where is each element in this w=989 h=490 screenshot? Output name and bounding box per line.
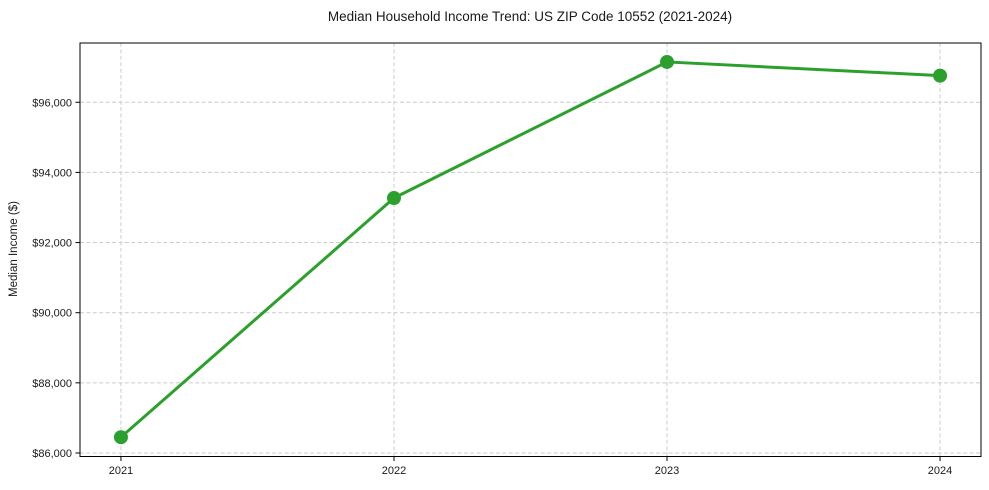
x-tick-label: 2021 — [109, 465, 133, 477]
axes-layer: 2021 2022 2023 2024 $86,000 $88,000 $90,000 $92… — [32, 42, 982, 477]
plot-border — [79, 42, 982, 457]
y-tick-label: $92,000 — [32, 238, 72, 250]
data-point-2024 — [933, 68, 948, 83]
data-point-2021 — [113, 430, 128, 445]
data-point-2022 — [386, 191, 401, 206]
y-axis-label: Median Income ($) — [8, 201, 20, 297]
x-tick-label: 2024 — [928, 465, 952, 477]
x-tick-label: 2022 — [382, 465, 406, 477]
grid-layer — [80, 43, 981, 457]
series-layer — [113, 54, 948, 445]
y-tick-label: $94,000 — [32, 167, 72, 179]
y-tick-label: $90,000 — [32, 308, 72, 320]
data-point-2023 — [660, 54, 675, 69]
y-tick-label: $86,000 — [32, 448, 72, 460]
trend-line — [119, 60, 942, 439]
y-tick-label: $96,000 — [32, 97, 72, 109]
x-tick-label: 2023 — [655, 465, 679, 477]
y-tick-label: $88,000 — [32, 378, 72, 390]
chart-title: Median Household Income Trend: US ZIP Co… — [328, 9, 732, 24]
